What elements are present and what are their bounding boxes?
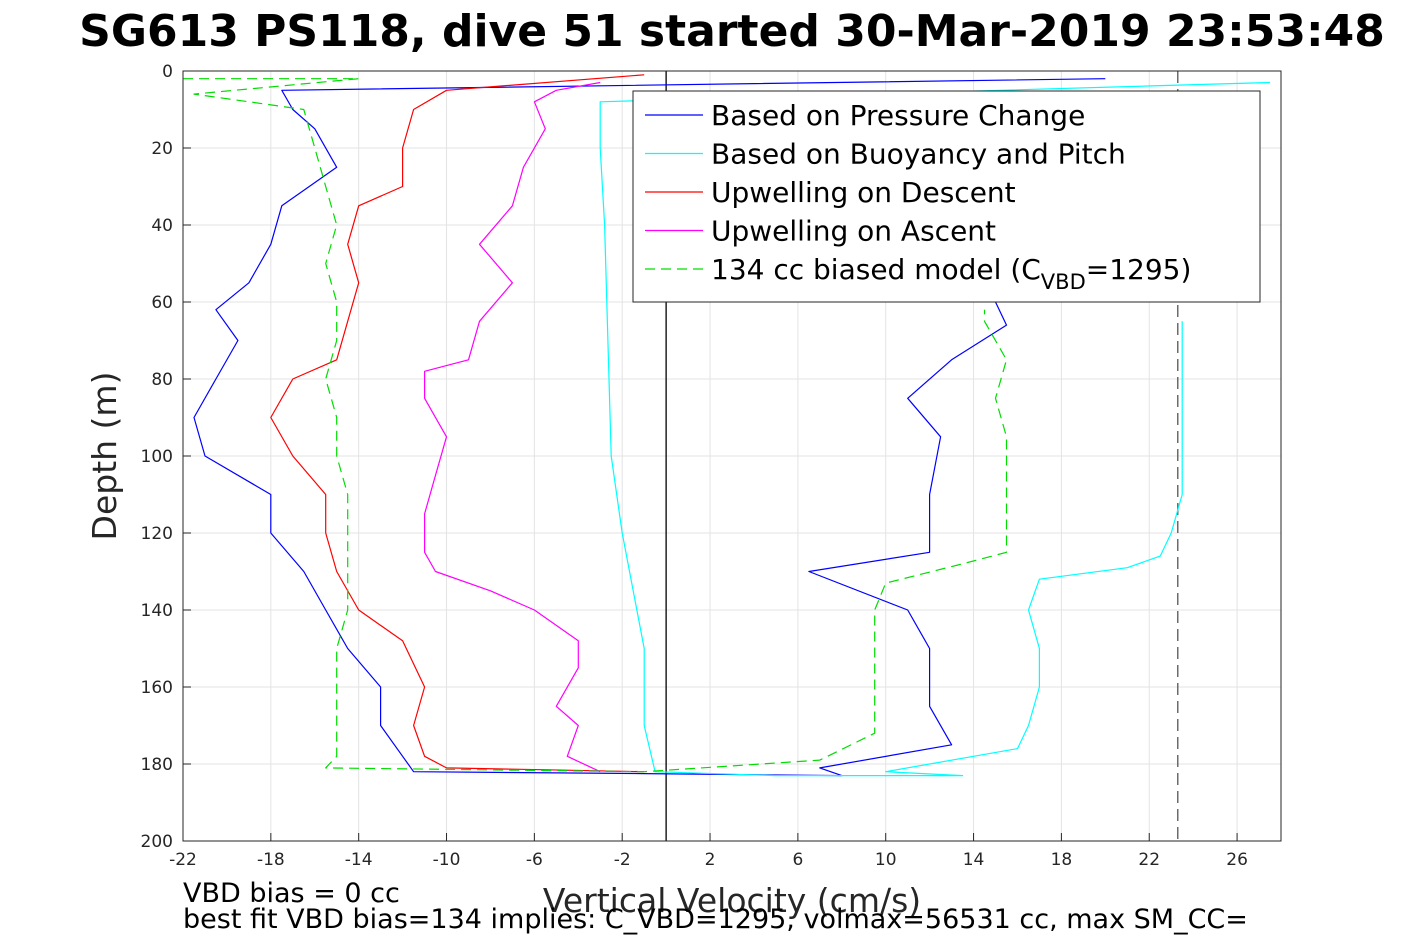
series-line-4 (424, 81, 601, 773)
y-axis-label: Depth (m) (85, 372, 124, 541)
y-tick-label: 0 (162, 62, 173, 82)
x-tick-label: -2 (614, 850, 631, 870)
x-tick-label: 26 (1226, 850, 1248, 870)
footer-vbd-bias: VBD bias = 0 cc (183, 878, 400, 909)
x-axis-ticks: -22 -18 -14 -10 -6 -2 2 6 10 14 18 22 26 (169, 833, 1248, 870)
y-tick-label: 20 (151, 139, 173, 159)
legend-items: Based on Pressure Change Based on Buoyanc… (645, 99, 1191, 294)
x-tick-label: 14 (963, 850, 985, 870)
x-axis-label: Vertical Velocity (cm/s) (543, 881, 921, 920)
x-tick-label: 2 (705, 850, 716, 870)
legend-label: 134 cc biased model (CVBD=1295) (711, 253, 1191, 294)
y-tick-label: 160 (141, 678, 173, 698)
legend-label: Upwelling on Descent (711, 176, 1016, 209)
series-layer (183, 74, 1271, 777)
y-tick-label: 200 (141, 832, 173, 852)
series-line-3 (270, 74, 645, 773)
legend-label: Upwelling on Ascent (711, 215, 996, 248)
x-tick-label: 18 (1051, 850, 1073, 870)
y-tick-label: 40 (151, 216, 173, 236)
x-tick-label: -10 (433, 850, 461, 870)
y-tick-label: 140 (141, 601, 173, 621)
y-tick-label: 80 (151, 370, 173, 390)
series-line-5 (183, 78, 1008, 773)
footer-best-fit: best fit VBD bias=134 implies: C_VBD=129… (183, 904, 1248, 935)
y-tick-label: 60 (151, 293, 173, 313)
x-tick-label: -22 (169, 850, 197, 870)
x-tick-label: -6 (526, 850, 543, 870)
series-line-2 (599, 81, 1271, 777)
series-line-1 (193, 78, 1106, 777)
legend-label: Based on Buoyancy and Pitch (711, 138, 1126, 171)
x-tick-label: 22 (1138, 850, 1160, 870)
y-axis-ticks: 0 20 40 60 80 100 120 140 160 180 200 (141, 62, 191, 852)
x-tick-label: -18 (257, 850, 285, 870)
y-tick-label: 100 (141, 447, 173, 467)
legend: Based on Pressure Change Based on Buoyanc… (632, 90, 1261, 303)
chart-title: SG613 PS118, dive 51 started 30-Mar-2019… (79, 6, 1385, 57)
y-tick-label: 120 (141, 524, 173, 544)
y-tick-label: 180 (141, 755, 173, 775)
legend-box (632, 90, 1261, 303)
x-tick-label: -14 (345, 850, 373, 870)
x-tick-label: 10 (875, 850, 897, 870)
x-tick-label: 6 (792, 850, 803, 870)
legend-label: Based on Pressure Change (711, 99, 1085, 132)
